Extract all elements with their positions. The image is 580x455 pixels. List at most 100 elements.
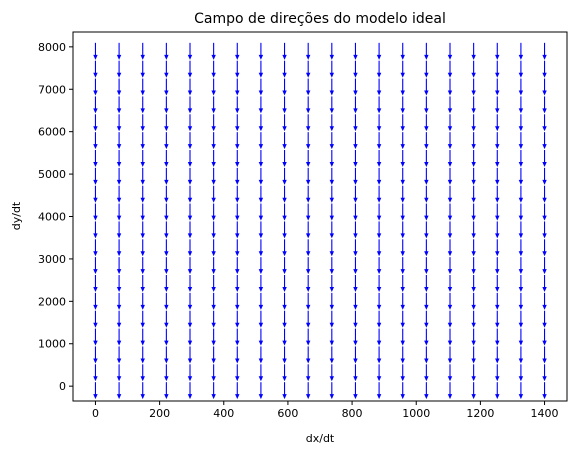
quiver-arrow [353, 149, 358, 167]
quiver-arrow [471, 96, 476, 114]
quiver-arrow [542, 42, 547, 60]
quiver-arrow [353, 221, 358, 239]
quiver-arrow [140, 96, 145, 114]
quiver-arrow [542, 310, 547, 328]
quiver-arrow [93, 292, 98, 310]
quiver-arrow [282, 382, 287, 400]
quiver-arrow [542, 185, 547, 203]
quiver-arrow [518, 346, 524, 364]
quiver-arrow [140, 328, 145, 346]
quiver-arrow [447, 114, 453, 132]
quiver-arrow [376, 167, 382, 185]
quiver-arrow [376, 42, 382, 60]
quiver-arrow [235, 96, 240, 114]
quiver-arrow [424, 78, 429, 96]
quiver-arrow [140, 310, 145, 328]
y-tick-label: 6000 [38, 126, 66, 139]
quiver-arrow [353, 364, 358, 382]
quiver-arrow [116, 42, 122, 60]
quiver-arrow [495, 42, 500, 60]
quiver-arrow [93, 42, 98, 60]
quiver-arrow [140, 167, 145, 185]
quiver-arrow [164, 346, 169, 364]
quiver-arrow [187, 96, 193, 114]
y-tick-label: 5000 [38, 168, 66, 181]
quiver-arrow [542, 328, 547, 346]
quiver-arrow [471, 114, 476, 132]
quiver-arrow [353, 114, 358, 132]
quiver-arrow [305, 364, 311, 382]
quiver-arrow [424, 185, 429, 203]
quiver-arrow [305, 275, 311, 293]
quiver-arrow [116, 275, 122, 293]
quiver-arrow [258, 346, 264, 364]
quiver-arrow [282, 96, 287, 114]
quiver-arrow [400, 167, 405, 185]
quiver-arrow [495, 96, 500, 114]
quiver-arrow [305, 346, 311, 364]
quiver-arrow [258, 382, 264, 400]
quiver-arrow [116, 132, 122, 150]
quiver-arrow [211, 221, 216, 239]
y-tick-label: 7000 [38, 83, 66, 96]
quiver-arrow [471, 78, 476, 96]
quiver-arrow [305, 328, 311, 346]
quiver-arrow [518, 132, 524, 150]
quiver-arrow [495, 292, 500, 310]
quiver-arrow [518, 328, 524, 346]
x-tick-label: 0 [92, 407, 99, 420]
quiver-arrow [140, 221, 145, 239]
quiver-arrow [353, 78, 358, 96]
quiver-arrow [282, 239, 287, 257]
quiver-arrow [518, 221, 524, 239]
quiver-arrow [235, 203, 240, 221]
quiver-arrow [376, 328, 382, 346]
quiver-arrow [187, 167, 193, 185]
quiver-arrow [400, 257, 405, 275]
quiver-arrow [471, 185, 476, 203]
quiver-arrow [424, 203, 429, 221]
quiver-arrow [471, 310, 476, 328]
quiver-arrow [424, 346, 429, 364]
quiver-arrow [235, 221, 240, 239]
quiver-arrow [116, 149, 122, 167]
quiver-arrow [400, 239, 405, 257]
quiver-arrow [211, 42, 216, 60]
quiver-arrow [542, 149, 547, 167]
quiver-arrow [376, 257, 382, 275]
quiver-arrow [93, 328, 98, 346]
quiver-arrow [353, 292, 358, 310]
quiver-arrow [400, 346, 405, 364]
quiver-arrow [282, 185, 287, 203]
quiver-arrow [471, 239, 476, 257]
quiver-arrow [305, 310, 311, 328]
quiver-arrow [116, 78, 122, 96]
quiver-arrow [116, 167, 122, 185]
quiver-arrow [282, 132, 287, 150]
quiver-arrow [93, 60, 98, 78]
quiver-arrow [329, 364, 335, 382]
quiver-arrow [282, 292, 287, 310]
quiver-arrow [447, 132, 453, 150]
quiver-arrow [140, 149, 145, 167]
y-tick-label: 4000 [38, 211, 66, 224]
quiver-arrow [518, 185, 524, 203]
quiver-arrow [305, 60, 311, 78]
quiver-arrow [93, 382, 98, 400]
quiver-arrow [542, 203, 547, 221]
quiver-arrow [164, 292, 169, 310]
quiver-arrow [424, 239, 429, 257]
quiver-arrow [353, 239, 358, 257]
quiver-arrow [164, 78, 169, 96]
quiver-arrow [471, 42, 476, 60]
quiver-arrow [140, 42, 145, 60]
quiver-arrow [329, 257, 335, 275]
quiver-arrow [187, 221, 193, 239]
quiver-arrow [235, 310, 240, 328]
quiver-arrow [187, 114, 193, 132]
quiver-arrow [211, 149, 216, 167]
quiver-arrow [116, 382, 122, 400]
quiver-arrow [258, 60, 264, 78]
quiver-arrow [235, 167, 240, 185]
quiver-arrow [447, 328, 453, 346]
